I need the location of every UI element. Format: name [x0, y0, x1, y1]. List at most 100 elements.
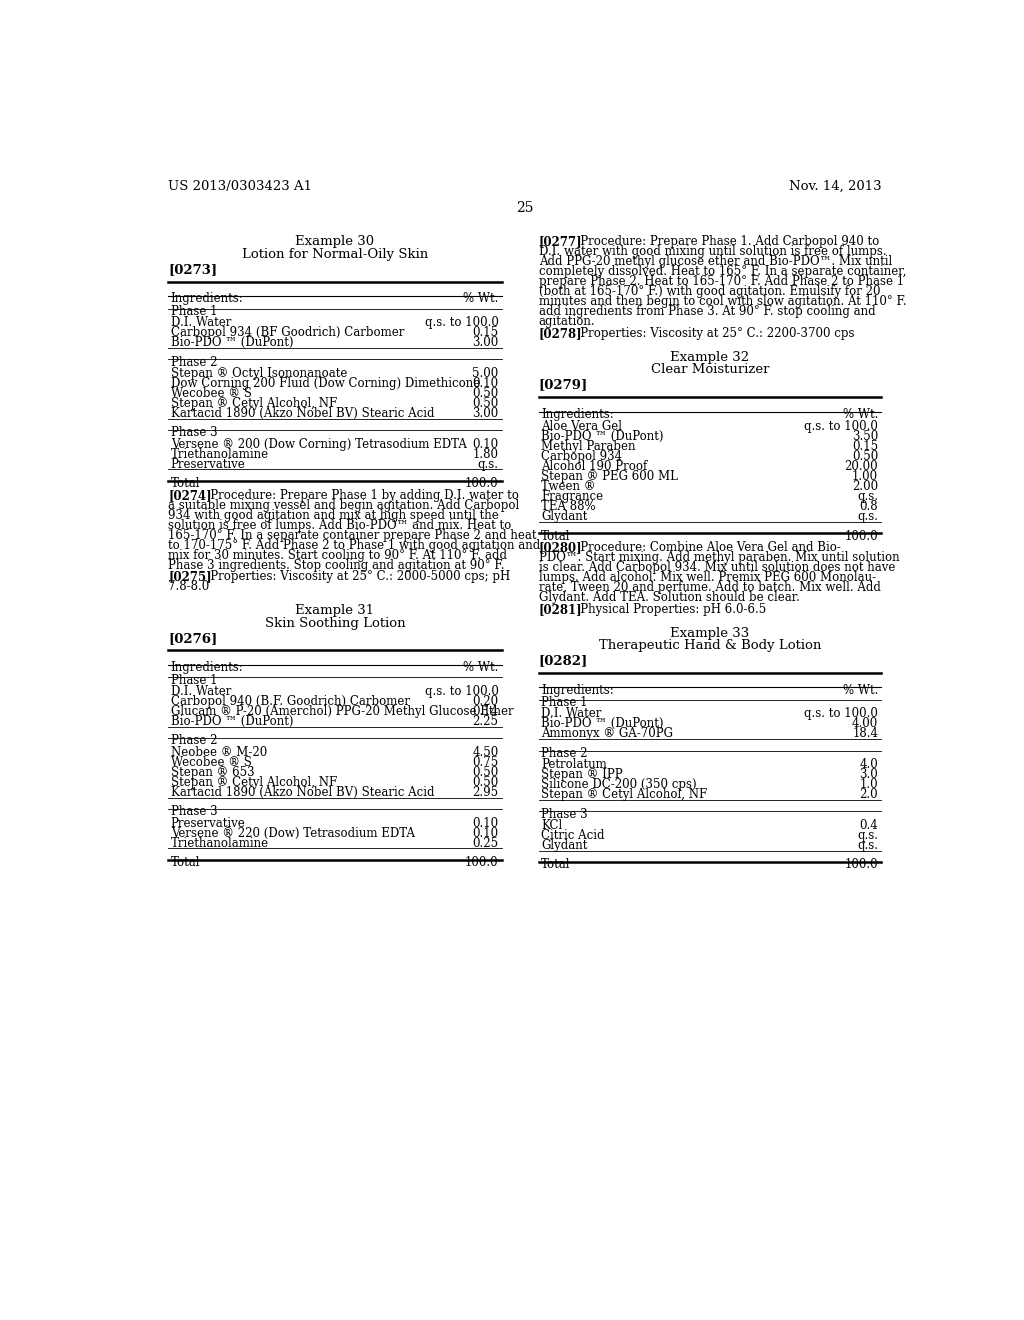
Text: 934 with good agitation and mix at high speed until the: 934 with good agitation and mix at high … — [168, 508, 499, 521]
Text: Ingredients:: Ingredients: — [541, 408, 613, 421]
Text: Triethanolamine: Triethanolamine — [171, 447, 268, 461]
Text: 25: 25 — [516, 201, 534, 215]
Text: Phase 3: Phase 3 — [171, 426, 217, 440]
Text: % Wt.: % Wt. — [463, 661, 499, 675]
Text: 100.0: 100.0 — [845, 858, 879, 871]
Text: q.s. to 100.0: q.s. to 100.0 — [425, 685, 499, 698]
Text: Bio-PDO ™ (DuPont): Bio-PDO ™ (DuPont) — [541, 430, 664, 444]
Text: 0.50: 0.50 — [472, 397, 499, 411]
Text: 0.15: 0.15 — [472, 326, 499, 339]
Text: to 170-175° F. Add Phase 2 to Phase 1 with good agitation and: to 170-175° F. Add Phase 2 to Phase 1 wi… — [168, 539, 541, 552]
Text: 0.10: 0.10 — [472, 826, 499, 840]
Text: Phase 2: Phase 2 — [171, 355, 217, 368]
Text: Silicone DC-200 (350 cps): Silicone DC-200 (350 cps) — [541, 779, 696, 791]
Text: Fragrance: Fragrance — [541, 490, 603, 503]
Text: Phase 1: Phase 1 — [171, 305, 217, 318]
Text: Total: Total — [171, 478, 200, 490]
Text: Example 31: Example 31 — [295, 605, 375, 618]
Text: Ingredients:: Ingredients: — [171, 293, 244, 305]
Text: Preservative: Preservative — [171, 817, 246, 830]
Text: 4.50: 4.50 — [472, 746, 499, 759]
Text: % Wt.: % Wt. — [463, 293, 499, 305]
Text: Carbopol 940 (B.F. Goodrich) Carbomer: Carbopol 940 (B.F. Goodrich) Carbomer — [171, 696, 410, 708]
Text: q.s.: q.s. — [857, 840, 879, 853]
Text: agitation.: agitation. — [539, 315, 595, 329]
Text: Procedure: Combine Aloe Vera Gel and Bio-: Procedure: Combine Aloe Vera Gel and Bio… — [569, 541, 841, 554]
Text: 100.0: 100.0 — [465, 855, 499, 869]
Text: 3.50: 3.50 — [852, 430, 879, 444]
Text: Procedure: Prepare Phase 1. Add Carbopol 940 to: Procedure: Prepare Phase 1. Add Carbopol… — [569, 235, 880, 248]
Text: Example 30: Example 30 — [295, 235, 375, 248]
Text: 20.00: 20.00 — [845, 461, 879, 474]
Text: 0.50: 0.50 — [472, 766, 499, 779]
Text: Ammonyx ® GA-70PG: Ammonyx ® GA-70PG — [541, 727, 673, 741]
Text: minutes and then begin to cool with slow agitation. At 110° F.: minutes and then begin to cool with slow… — [539, 296, 906, 309]
Text: Lotion for Normal-Oily Skin: Lotion for Normal-Oily Skin — [242, 248, 428, 261]
Text: [0277]: [0277] — [539, 235, 583, 248]
Text: 0.50: 0.50 — [852, 450, 879, 463]
Text: Neobee ® M-20: Neobee ® M-20 — [171, 746, 267, 759]
Text: 2.0: 2.0 — [859, 788, 879, 801]
Text: 3.00: 3.00 — [472, 337, 499, 350]
Text: Methyl Paraben: Methyl Paraben — [541, 441, 636, 453]
Text: Tween ®: Tween ® — [541, 480, 596, 494]
Text: completely dissolved. Heat to 165° F. In a separate container,: completely dissolved. Heat to 165° F. In… — [539, 265, 906, 279]
Text: add ingredients from Phase 3. At 90° F. stop cooling and: add ingredients from Phase 3. At 90° F. … — [539, 305, 876, 318]
Text: Stepan ® Cetyl Alcohol, NF: Stepan ® Cetyl Alcohol, NF — [541, 788, 708, 801]
Text: q.s. to 100.0: q.s. to 100.0 — [425, 317, 499, 329]
Text: 5.00: 5.00 — [472, 367, 499, 380]
Text: 1.00: 1.00 — [852, 470, 879, 483]
Text: Phase 1: Phase 1 — [171, 673, 217, 686]
Text: 0.50: 0.50 — [472, 776, 499, 789]
Text: Phase 1: Phase 1 — [541, 696, 588, 709]
Text: 7.8-8.0: 7.8-8.0 — [168, 581, 210, 594]
Text: q.s.: q.s. — [857, 490, 879, 503]
Text: Kartacid 1890 (Akzo Nobel BV) Stearic Acid: Kartacid 1890 (Akzo Nobel BV) Stearic Ac… — [171, 785, 434, 799]
Text: [0278]: [0278] — [539, 327, 583, 341]
Text: Glucam ® P-20 (Amerchol) PPG-20 Methyl Glucose Ether: Glucam ® P-20 (Amerchol) PPG-20 Methyl G… — [171, 705, 513, 718]
Text: 2.25: 2.25 — [472, 715, 499, 729]
Text: Dow Corning 200 Fluid (Dow Corning) Dimethicone: Dow Corning 200 Fluid (Dow Corning) Dime… — [171, 378, 480, 391]
Text: % Wt.: % Wt. — [843, 408, 879, 421]
Text: Therapeutic Hand & Body Lotion: Therapeutic Hand & Body Lotion — [599, 639, 821, 652]
Text: Glydant. Add TEA. Solution should be clear.: Glydant. Add TEA. Solution should be cle… — [539, 591, 800, 605]
Text: [0279]: [0279] — [539, 379, 588, 392]
Text: Nov. 14, 2013: Nov. 14, 2013 — [788, 180, 882, 193]
Text: 2.00: 2.00 — [852, 480, 879, 494]
Text: mix for 30 minutes. Start cooling to 90° F. At 110° F. add: mix for 30 minutes. Start cooling to 90°… — [168, 549, 507, 562]
Text: 0.4: 0.4 — [859, 818, 879, 832]
Text: q.s.: q.s. — [857, 829, 879, 842]
Text: Example 33: Example 33 — [671, 627, 750, 640]
Text: Citric Acid: Citric Acid — [541, 829, 604, 842]
Text: prepare Phase 2. Heat to 165-170° F. Add Phase 2 to Phase 1: prepare Phase 2. Heat to 165-170° F. Add… — [539, 276, 904, 289]
Text: 0.8: 0.8 — [859, 500, 879, 513]
Text: Phase 3: Phase 3 — [171, 805, 217, 818]
Text: lumps. Add alcohol. Mix well. Premix PEG 600 Monolau-: lumps. Add alcohol. Mix well. Premix PEG… — [539, 572, 876, 585]
Text: 100.0: 100.0 — [465, 478, 499, 490]
Text: Total: Total — [541, 858, 570, 871]
Text: 165-170° F. In a separate container prepare Phase 2 and heat: 165-170° F. In a separate container prep… — [168, 529, 537, 541]
Text: Ingredients:: Ingredients: — [171, 661, 244, 675]
Text: [0274]: [0274] — [168, 488, 212, 502]
Text: Carbopol 934 (BF Goodrich) Carbomer: Carbopol 934 (BF Goodrich) Carbomer — [171, 326, 404, 339]
Text: [0275]: [0275] — [168, 570, 212, 583]
Text: Stepan ® Octyl Isononanoate: Stepan ® Octyl Isononanoate — [171, 367, 347, 380]
Text: q.s. to 100.0: q.s. to 100.0 — [804, 708, 879, 721]
Text: 0.10: 0.10 — [472, 438, 499, 451]
Text: 4.0: 4.0 — [859, 758, 879, 771]
Text: Phase 2: Phase 2 — [171, 734, 217, 747]
Text: 0.20: 0.20 — [472, 696, 499, 708]
Text: Stepan ® 653: Stepan ® 653 — [171, 766, 254, 779]
Text: Total: Total — [171, 855, 200, 869]
Text: q.s. to 100.0: q.s. to 100.0 — [804, 420, 879, 433]
Text: is clear. Add Carbopol 934. Mix until solution does not have: is clear. Add Carbopol 934. Mix until so… — [539, 561, 895, 574]
Text: 4.00: 4.00 — [852, 718, 879, 730]
Text: [0273]: [0273] — [168, 263, 217, 276]
Text: Phase 2: Phase 2 — [541, 747, 588, 760]
Text: Stepan ® PEG 600 ML: Stepan ® PEG 600 ML — [541, 470, 678, 483]
Text: [0281]: [0281] — [539, 603, 583, 615]
Text: Triethanolamine: Triethanolamine — [171, 837, 268, 850]
Text: 0.15: 0.15 — [852, 441, 879, 453]
Text: Skin Soothing Lotion: Skin Soothing Lotion — [264, 616, 406, 630]
Text: Ingredients:: Ingredients: — [541, 684, 613, 697]
